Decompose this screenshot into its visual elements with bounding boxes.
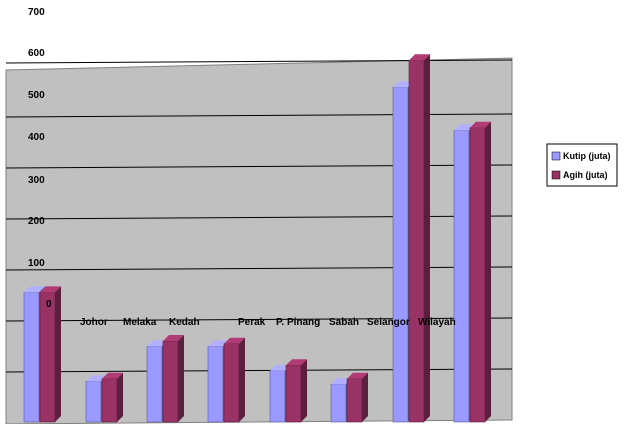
bar [408,59,425,423]
bar-side [485,121,491,422]
bar-top [224,337,245,344]
bar [162,340,179,423]
y-tick-label: 400 [28,132,45,143]
bar [330,383,347,423]
bar-top [470,121,491,128]
x-category-label: P. Pinang [276,317,320,328]
x-category-label: Selangor [367,317,410,328]
x-category-label: Melaka [123,317,157,328]
bar [146,346,163,423]
y-tick-label: 200 [28,216,45,227]
bar-top [286,359,307,366]
bar [269,370,286,423]
bar-top [347,372,368,379]
legend: Kutip (juta) Agih (juta) [546,143,618,187]
bar-side [301,359,307,422]
bar-top [40,286,61,293]
bar-side [239,337,245,422]
bar-side [178,335,184,422]
legend-swatch [551,151,561,161]
bar [285,364,302,423]
plot-area [5,57,513,424]
bar-side [117,372,123,422]
bar [469,127,486,423]
bar [23,292,40,423]
x-category-label: Sabah [329,317,359,328]
bar [346,378,363,423]
legend-label: Agih (juta) [563,170,608,180]
x-category-label: Wilayah [418,317,456,328]
bar-side [55,286,61,422]
bar [207,346,224,423]
bar-side [424,54,430,422]
bar-side [362,372,368,422]
y-axis-tick-labels: 700 600 500 400 300 200 100 0 [28,7,52,310]
bar-top [163,335,184,341]
x-category-label: Perak [238,317,266,328]
x-category-label: Johor [80,317,108,328]
bar [223,343,240,423]
y-tick-label: 600 [28,48,45,59]
x-category-label: Kedah [169,317,200,328]
bar [101,378,118,423]
y-tick-label: 100 [28,258,45,269]
bar-top [409,54,430,61]
bar-top [24,286,45,293]
legend-label: Kutip (juta) [563,151,611,161]
y-tick-label: 700 [28,7,45,18]
y-tick-label: 300 [28,175,45,186]
bar [453,130,470,423]
y-tick-label: 0 [46,299,52,310]
x-axis-category-labels: Johor Melaka Kedah Perak P. Pinang Sabah Selan… [80,317,456,328]
bar [39,292,56,423]
bar-top [102,372,123,379]
bar [85,381,102,423]
y-tick-label: 500 [28,90,45,101]
bars [23,54,491,423]
bar [392,86,409,423]
legend-swatch [551,170,561,180]
